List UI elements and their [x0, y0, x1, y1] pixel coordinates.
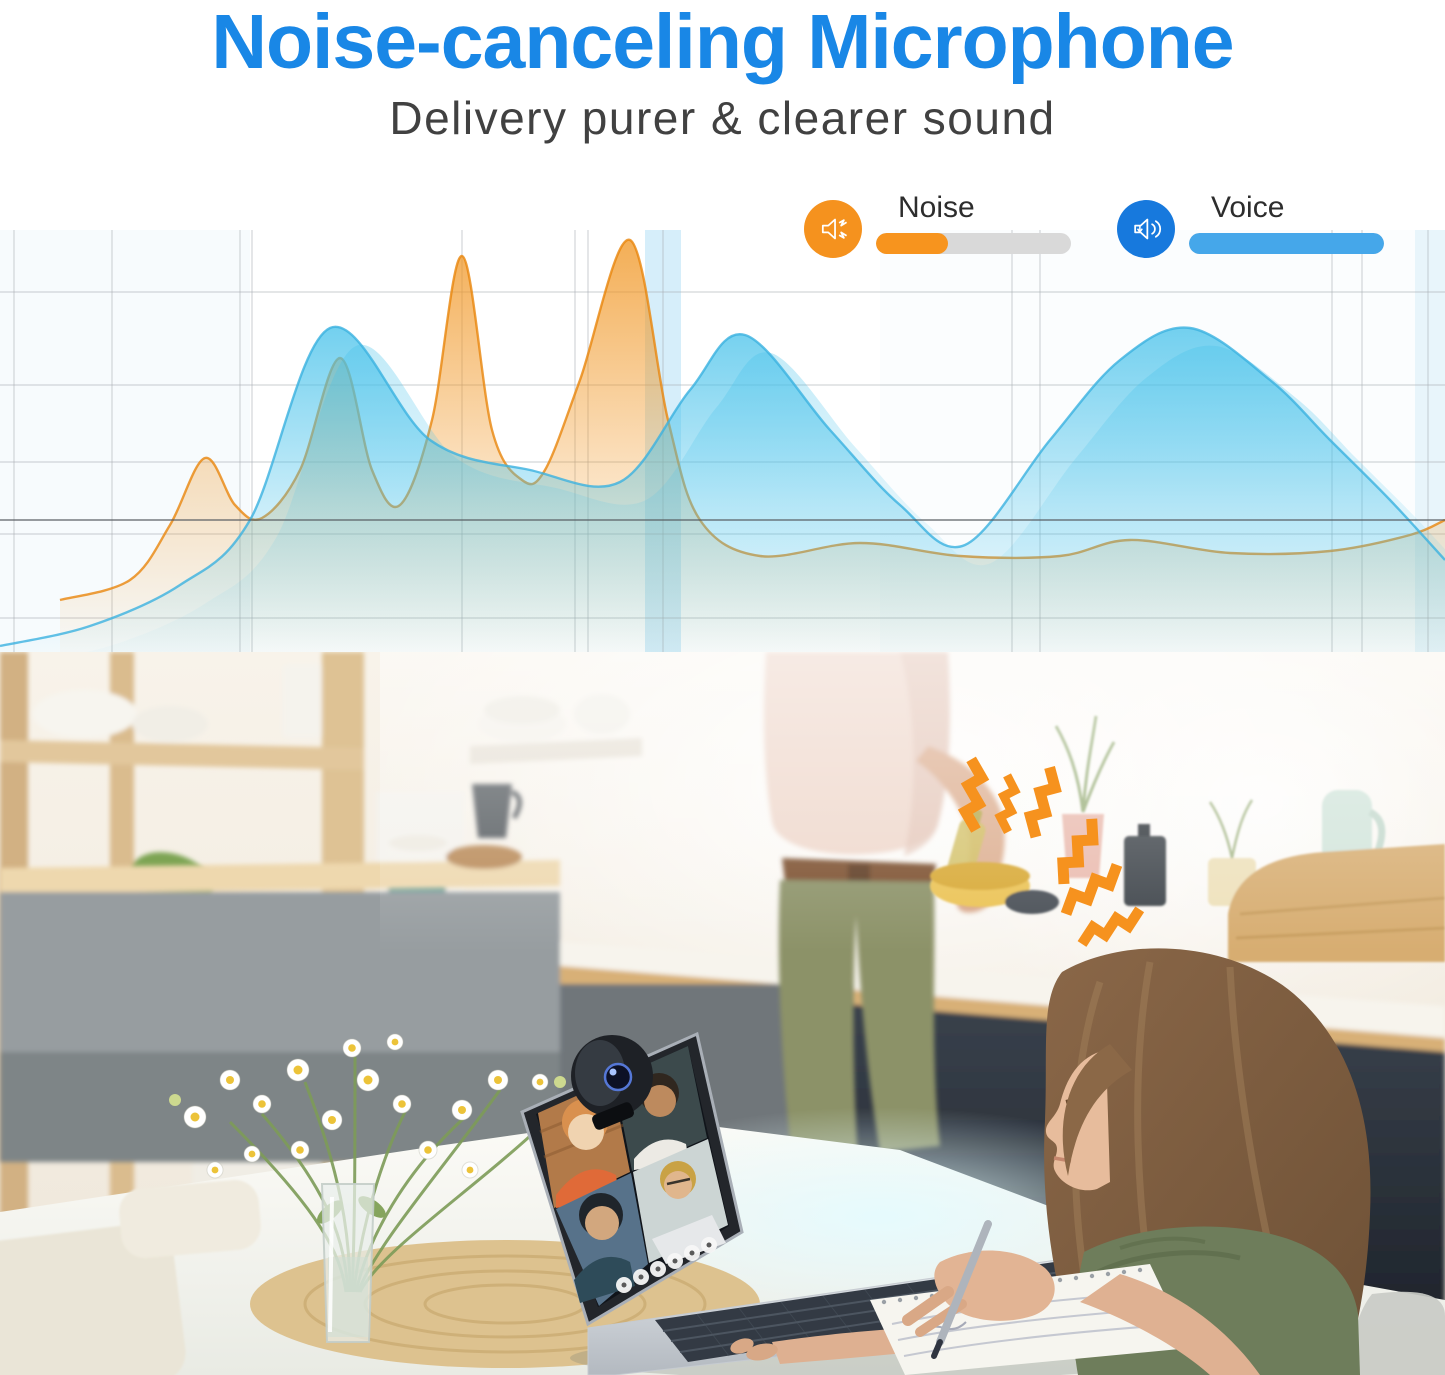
noise-zigzag-icon: [1023, 766, 1062, 839]
clip-on-webcam: [571, 1035, 653, 1130]
legend-noise-texts: Noise: [876, 191, 1071, 254]
voice-bar-track: [1189, 233, 1384, 254]
noise-zigzag-icon: [1057, 818, 1099, 885]
noise-bar-track: [876, 233, 1071, 254]
noise-zigzag-icon: [1077, 906, 1145, 947]
waveform-chart: [0, 230, 1445, 652]
page-title: Noise-canceling Microphone: [211, 0, 1234, 85]
noise-label: Noise: [898, 191, 975, 224]
noise-speaker-icon: [804, 200, 862, 258]
noise-zigzag-icon: [957, 756, 990, 833]
voice-speaker-icon: [1117, 200, 1175, 258]
legend-noise: Noise: [804, 191, 1071, 258]
webcam-lens: [603, 1062, 633, 1092]
noise-zigzag-icon: [994, 773, 1021, 834]
side-chair: [1351, 1291, 1445, 1375]
video-call-participant-bl: [556, 1173, 648, 1306]
header: Noise-canceling Microphone Delivery pure…: [0, 0, 1445, 145]
voice-label: Voice: [1211, 191, 1285, 224]
voice-bar-fill: [1189, 233, 1384, 254]
pen: [936, 1220, 992, 1346]
call-control-buttons: [616, 1237, 717, 1293]
legend-voice-texts: Voice: [1189, 191, 1384, 254]
noise-zigzag-marks: [957, 756, 1145, 947]
page-subtitle: Delivery purer & clearer sound: [389, 91, 1056, 144]
girl-right-forearm: [1080, 1274, 1260, 1375]
noise-zigzag-icon: [1060, 862, 1123, 916]
kitchen-photo: [0, 652, 1445, 1375]
laptop: [520, 1031, 1170, 1375]
video-call-participant-br: [633, 1139, 728, 1264]
noise-bar-fill: [876, 233, 949, 254]
foreground-chairs: [0, 1180, 261, 1375]
legend-voice: Voice: [1117, 191, 1384, 258]
notebook-and-pen: [870, 1220, 1260, 1375]
window-light-wash: [380, 652, 1445, 952]
chart-legend: Noise Voice: [804, 191, 1384, 258]
